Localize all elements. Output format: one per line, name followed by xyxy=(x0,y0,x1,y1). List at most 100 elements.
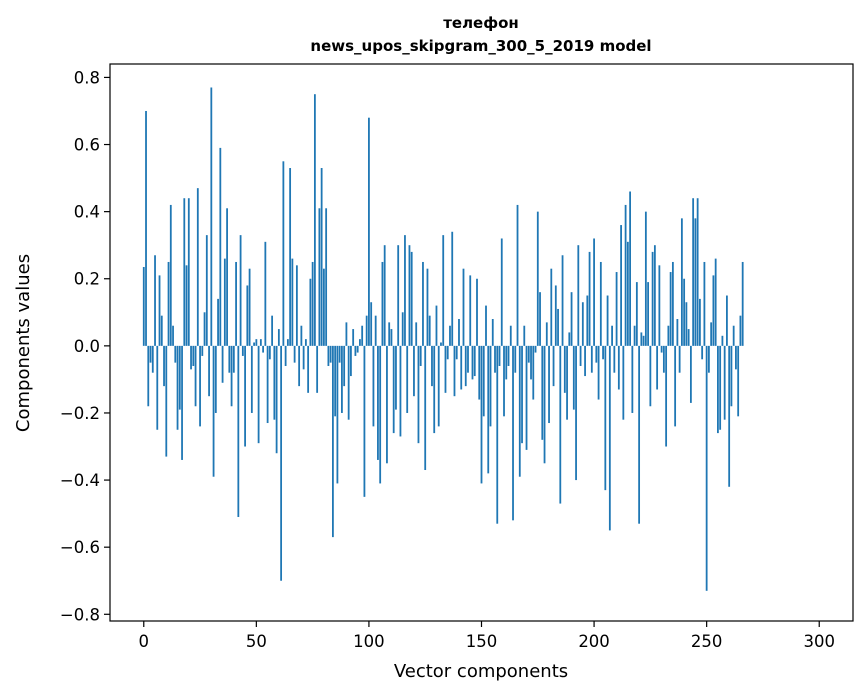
bar xyxy=(309,278,312,346)
bar xyxy=(554,285,557,346)
bar xyxy=(142,267,145,346)
bar xyxy=(212,345,215,477)
bar xyxy=(548,345,550,424)
bar xyxy=(194,345,197,407)
bar xyxy=(451,231,454,346)
bar xyxy=(723,345,726,420)
bar xyxy=(730,345,733,407)
bar xyxy=(467,345,469,373)
bar xyxy=(250,345,253,413)
bar xyxy=(656,345,659,390)
bar xyxy=(329,345,332,363)
bar xyxy=(334,345,337,417)
bar xyxy=(262,345,264,353)
bar xyxy=(410,251,413,346)
bar xyxy=(737,345,740,417)
bar xyxy=(392,345,395,434)
bar xyxy=(365,315,368,346)
bar xyxy=(413,345,415,397)
bar xyxy=(327,345,330,366)
bar xyxy=(449,325,451,346)
bar xyxy=(491,319,494,346)
bar xyxy=(660,345,663,353)
bar xyxy=(253,342,255,346)
bar xyxy=(595,345,598,363)
bar xyxy=(446,345,449,360)
bar xyxy=(671,261,674,346)
x-axis-label: Vector components xyxy=(394,661,568,682)
bar xyxy=(597,345,600,400)
bar xyxy=(509,325,512,346)
bar xyxy=(478,345,481,400)
bar xyxy=(516,204,519,346)
bar xyxy=(568,332,571,346)
bar xyxy=(291,258,294,346)
bar xyxy=(178,345,181,410)
bar xyxy=(696,198,699,346)
bar xyxy=(692,198,695,346)
bar xyxy=(444,345,447,393)
bar xyxy=(426,268,429,346)
bar xyxy=(246,285,249,346)
bar xyxy=(590,345,593,373)
bar xyxy=(226,208,228,346)
bar xyxy=(487,345,490,474)
x-tick-label: 150 xyxy=(466,632,498,651)
bar xyxy=(201,345,204,356)
bar xyxy=(356,345,359,353)
bar xyxy=(662,345,665,373)
bar xyxy=(169,204,172,346)
bar xyxy=(620,225,622,346)
bar xyxy=(500,238,503,346)
bar xyxy=(633,325,636,346)
bar xyxy=(237,345,240,517)
bar xyxy=(431,345,433,387)
bar xyxy=(674,345,677,427)
bar xyxy=(563,345,566,393)
bar xyxy=(417,345,420,444)
bar xyxy=(205,235,208,346)
bar xyxy=(611,325,613,346)
bar xyxy=(552,345,555,387)
bar xyxy=(181,345,183,460)
bar xyxy=(273,345,276,420)
bar xyxy=(390,329,393,346)
bar xyxy=(147,345,150,407)
bar xyxy=(680,218,683,346)
bar xyxy=(512,345,514,521)
bar xyxy=(699,298,701,346)
bar xyxy=(257,345,260,444)
bar xyxy=(442,235,445,346)
bar xyxy=(458,319,460,346)
bar xyxy=(154,255,156,346)
bar xyxy=(336,345,339,484)
x-tick-label: 300 xyxy=(803,632,835,651)
bar xyxy=(471,345,474,380)
bar xyxy=(739,315,742,346)
bar xyxy=(482,345,485,417)
bar xyxy=(156,345,159,430)
x-tick-label: 250 xyxy=(691,632,723,651)
bar xyxy=(604,345,607,491)
bar xyxy=(712,275,715,346)
bar xyxy=(586,295,589,346)
bar xyxy=(163,345,165,387)
bar xyxy=(203,312,206,346)
bar xyxy=(624,204,627,346)
bar xyxy=(676,319,679,346)
bar xyxy=(350,345,352,377)
bar xyxy=(318,208,321,346)
bar xyxy=(494,345,496,373)
bar xyxy=(539,292,541,346)
bar xyxy=(241,345,244,356)
bar xyxy=(649,345,652,407)
x-tick-label: 0 xyxy=(139,632,150,651)
chart-title-line-1: телефон xyxy=(443,14,519,32)
bar xyxy=(368,117,370,346)
bar xyxy=(525,345,528,450)
bar xyxy=(489,345,492,427)
bar xyxy=(462,268,465,346)
bar xyxy=(293,345,296,363)
bar xyxy=(642,335,645,346)
bar xyxy=(667,325,670,346)
